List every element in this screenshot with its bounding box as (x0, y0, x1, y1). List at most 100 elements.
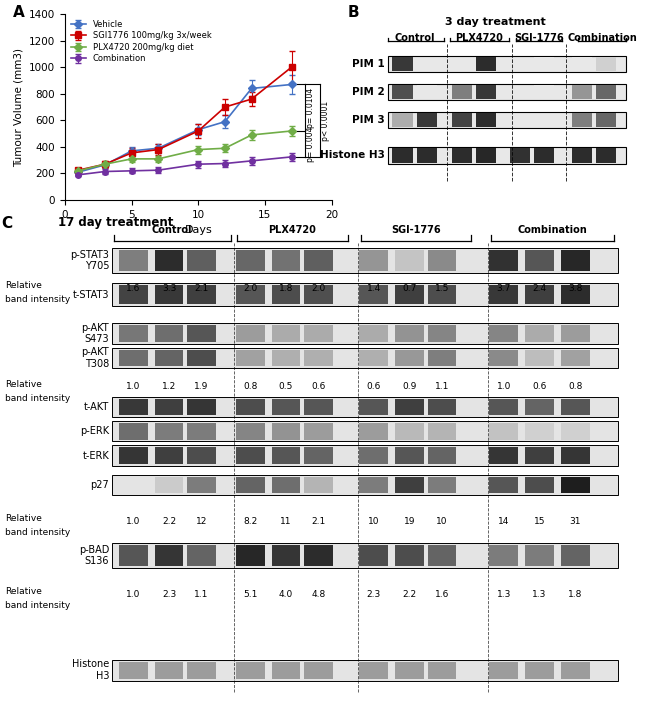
Bar (428, 285, 456, 305)
Bar (119, 350, 148, 366)
Bar (572, 86, 592, 99)
Bar (359, 477, 388, 494)
Bar (112, 421, 618, 442)
Bar (393, 58, 413, 71)
Text: p-ERK: p-ERK (80, 426, 109, 436)
Bar (112, 347, 618, 369)
Bar (112, 475, 618, 495)
Text: 2.0: 2.0 (311, 284, 326, 293)
Text: band intensity: band intensity (5, 601, 70, 610)
Bar (304, 423, 333, 439)
Text: t-STAT3: t-STAT3 (73, 290, 109, 300)
Text: 12: 12 (196, 517, 207, 526)
Text: 2.1: 2.1 (311, 517, 326, 526)
Bar (155, 325, 183, 342)
Text: Relative: Relative (5, 588, 42, 596)
X-axis label: Days: Days (185, 225, 212, 235)
Text: PLX4720: PLX4720 (268, 225, 317, 235)
Text: 1.0: 1.0 (126, 517, 140, 526)
Bar (561, 447, 590, 464)
Bar (236, 545, 265, 566)
Bar (112, 249, 618, 272)
Text: 0.9: 0.9 (402, 383, 417, 392)
Text: 2.2: 2.2 (162, 517, 176, 526)
Text: 1.4: 1.4 (367, 284, 381, 293)
Text: 4.0: 4.0 (279, 590, 293, 599)
Bar (510, 147, 530, 163)
Text: Histone H3: Histone H3 (320, 150, 385, 161)
Text: 19: 19 (404, 517, 415, 526)
Bar (304, 477, 333, 494)
Text: p-STAT3
Y705: p-STAT3 Y705 (70, 250, 109, 271)
Bar (428, 477, 456, 494)
Bar (119, 662, 148, 679)
Bar (236, 447, 265, 464)
Text: 2.4: 2.4 (532, 284, 547, 293)
Text: 0.5: 0.5 (279, 383, 293, 392)
Bar (187, 423, 216, 439)
Bar (572, 113, 592, 127)
Text: 1.6: 1.6 (126, 284, 140, 293)
Text: p-AKT
S473: p-AKT S473 (82, 323, 109, 345)
Bar (187, 399, 216, 415)
Bar (119, 447, 148, 464)
Bar (476, 86, 497, 99)
Bar (395, 285, 424, 305)
Bar (236, 250, 265, 271)
Bar (272, 325, 300, 342)
Text: band intensity: band intensity (5, 295, 70, 304)
Bar (428, 350, 456, 366)
Text: 1.9: 1.9 (194, 383, 209, 392)
Bar (395, 477, 424, 494)
Bar (304, 250, 333, 271)
Text: Control: Control (395, 32, 435, 43)
Bar (236, 350, 265, 366)
Bar (272, 250, 300, 271)
Bar (534, 86, 554, 99)
Legend: Vehicle, SGI1776 100mg/kg 3x/week, PLX4720 200mg/kg diet, Combination: Vehicle, SGI1776 100mg/kg 3x/week, PLX47… (69, 18, 213, 65)
Text: p-BAD
S136: p-BAD S136 (79, 545, 109, 567)
Bar (596, 113, 616, 127)
Bar (561, 285, 590, 305)
Bar (359, 545, 388, 566)
Text: 2.2: 2.2 (402, 590, 417, 599)
Text: p= 0.004: p= 0.004 (306, 126, 315, 161)
Bar (187, 350, 216, 366)
Bar (395, 662, 424, 679)
Text: 3.8: 3.8 (568, 284, 582, 293)
Text: 31: 31 (569, 517, 581, 526)
Bar (395, 447, 424, 464)
Bar (387, 112, 627, 128)
Text: band intensity: band intensity (5, 528, 70, 537)
Text: Relative: Relative (5, 282, 42, 291)
Text: 15: 15 (534, 517, 545, 526)
Bar (476, 58, 497, 71)
Bar (112, 397, 618, 417)
Bar (525, 325, 554, 342)
Text: 1.0: 1.0 (497, 383, 511, 392)
Bar (452, 113, 472, 127)
Text: 3.7: 3.7 (497, 284, 511, 293)
Text: 17 day treatment: 17 day treatment (58, 216, 174, 229)
Text: 2.3: 2.3 (367, 590, 381, 599)
Bar (393, 113, 413, 127)
Bar (561, 545, 590, 566)
Bar (187, 545, 216, 566)
Bar (393, 86, 413, 99)
Bar (155, 447, 183, 464)
Bar (489, 325, 518, 342)
Bar (155, 477, 183, 494)
Text: SGI-1776: SGI-1776 (514, 32, 564, 43)
Text: 10: 10 (368, 517, 380, 526)
Bar (304, 285, 333, 305)
Bar (395, 545, 424, 566)
Bar (272, 477, 300, 494)
Bar (525, 477, 554, 494)
Bar (119, 250, 148, 271)
Bar (359, 350, 388, 366)
Bar (395, 250, 424, 271)
Text: C: C (1, 216, 12, 230)
Bar (236, 285, 265, 305)
Text: 2.1: 2.1 (194, 284, 209, 293)
Bar (119, 423, 148, 439)
